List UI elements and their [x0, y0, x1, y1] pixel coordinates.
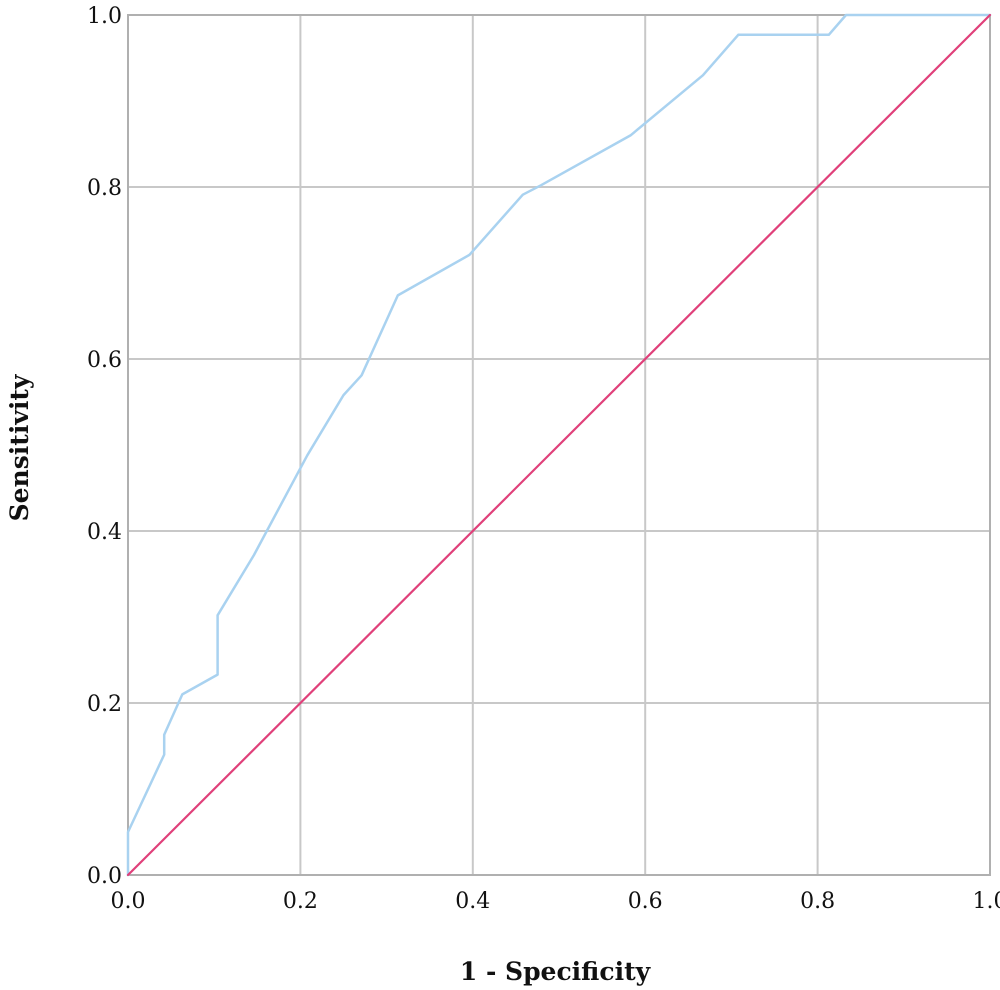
y-tick-label: 0.6: [87, 348, 122, 373]
x-tick-label: 0.0: [111, 889, 146, 914]
y-tick-label: 1.0: [87, 4, 122, 29]
y-tick-labels: 0.0 0.2 0.4 0.6 0.8 1.0: [87, 4, 122, 889]
x-tick-label: 0.8: [800, 889, 835, 914]
y-tick-label: 0.4: [87, 520, 122, 545]
roc-curve-line: [126, 13, 992, 877]
y-axis-title: Sensitivity: [5, 373, 34, 521]
x-tick-label: 0.2: [283, 889, 318, 914]
x-tick-label: 0.4: [455, 889, 490, 914]
plot-frame: [127, 14, 991, 876]
x-axis-title: 1 - Specificity: [460, 957, 652, 986]
y-tick-label: 0.8: [87, 176, 122, 201]
y-tick-label: 0.2: [87, 692, 122, 717]
x-tick-label: 0.6: [628, 889, 663, 914]
reference-diagonal-line: [126, 13, 992, 877]
x-tick-label: 1.0: [973, 889, 1000, 914]
y-tick-label: 0.0: [87, 864, 122, 889]
series-layer: [126, 13, 992, 877]
x-tick-labels: 0.0 0.2 0.4 0.6 0.8 1.0: [111, 889, 1000, 914]
